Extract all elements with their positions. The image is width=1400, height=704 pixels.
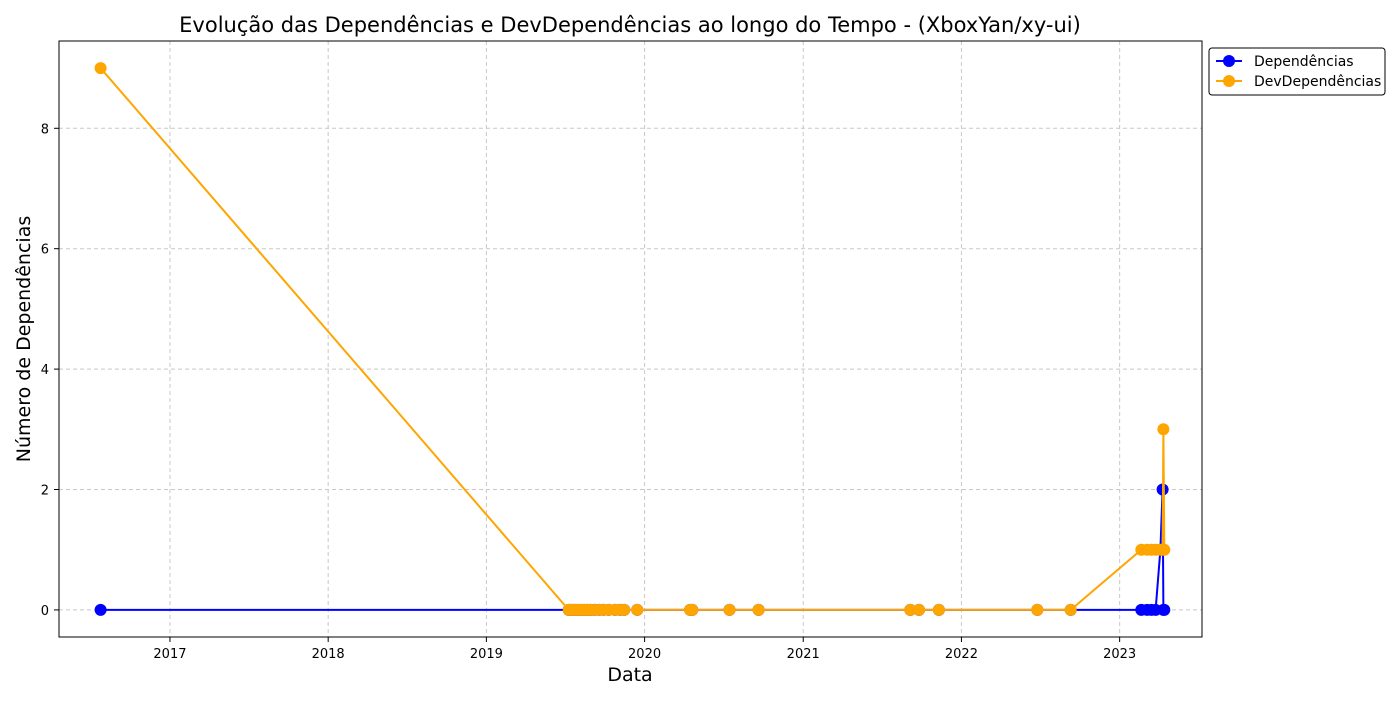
data-point — [618, 603, 631, 616]
series-devdependencias — [94, 62, 1171, 616]
data-point — [94, 62, 107, 75]
data-point — [94, 603, 107, 616]
series-line — [99, 67, 1166, 611]
x-tick-label: 2017 — [153, 647, 186, 662]
legend-entry-dependencias: Dependências — [1216, 54, 1354, 70]
legend-entry-devdependencias: DevDependências — [1216, 74, 1381, 90]
series-line — [100, 488, 1165, 611]
x-tick-label: 2022 — [945, 647, 978, 662]
data-point — [932, 603, 945, 616]
grid — [59, 41, 1202, 637]
legend-label-devdependencias: DevDependências — [1254, 74, 1381, 90]
x-tick-label: 2020 — [628, 647, 661, 662]
data-point — [723, 603, 736, 616]
y-tick-label: 4 — [41, 363, 49, 378]
axes: 2017 2018 2019 2020 2021 2022 2023 0 2 4 6 8 — [41, 122, 1136, 662]
data-point — [1064, 603, 1077, 616]
legend: Dependências DevDependências — [1208, 47, 1386, 96]
x-tick-label: 2023 — [1103, 647, 1136, 662]
data-point — [1031, 603, 1044, 616]
legend-label-dependencias: Dependências — [1254, 54, 1354, 70]
y-axis-label: Número de Dependências — [13, 216, 35, 462]
x-axis-label: Data — [607, 664, 652, 686]
series-dependencias — [94, 483, 1171, 616]
y-tick-label: 2 — [41, 484, 49, 499]
data-point — [1157, 423, 1170, 436]
x-tick-label: 2019 — [470, 647, 503, 662]
y-tick-label: 6 — [41, 243, 49, 258]
data-point — [904, 603, 917, 616]
legend-box — [1208, 47, 1386, 96]
legend-marker-dependencias — [1223, 55, 1235, 67]
legend-marker-devdependencias — [1223, 75, 1235, 87]
plot-frame — [58, 40, 1203, 638]
y-tick-label: 8 — [41, 122, 49, 137]
x-tick-label: 2021 — [787, 647, 820, 662]
data-point — [1158, 603, 1171, 616]
data-point — [752, 603, 765, 616]
series-layer — [94, 62, 1171, 616]
y-tick-label: 0 — [41, 604, 49, 619]
data-point — [1158, 543, 1171, 556]
chart-title: Evolução das Dependências e DevDependênc… — [179, 13, 1081, 37]
data-point — [631, 603, 644, 616]
data-point — [913, 603, 925, 616]
data-point — [686, 603, 699, 616]
x-tick-label: 2018 — [312, 647, 345, 662]
